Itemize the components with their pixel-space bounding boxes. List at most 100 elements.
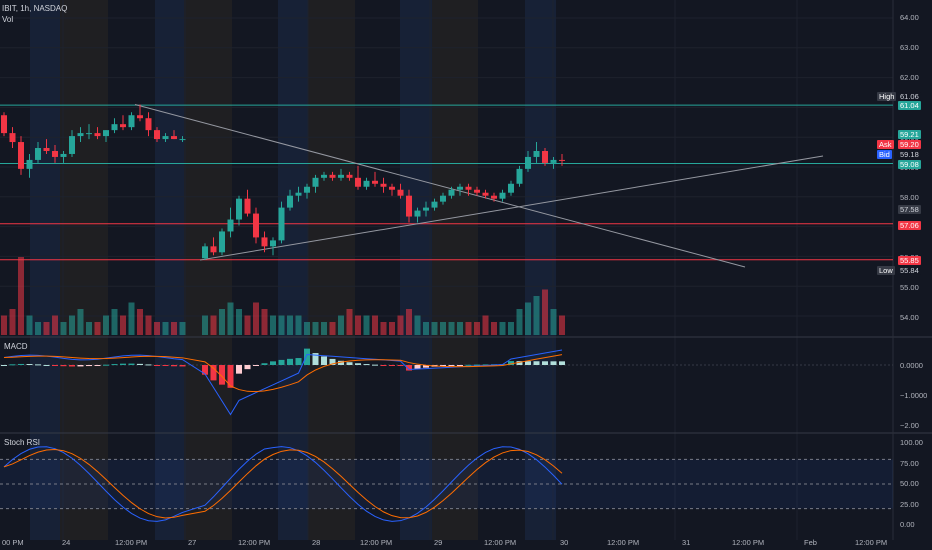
volume-bar [491, 322, 497, 335]
trendline-up [199, 155, 824, 261]
macd-histogram-bar [103, 364, 109, 366]
candle-body [35, 148, 41, 160]
candle-body [1, 115, 7, 134]
candle-body [120, 124, 126, 128]
session-band [308, 0, 355, 540]
macd-histogram-bar [253, 365, 259, 366]
macd-axis-tick: −1.0000 [900, 391, 928, 400]
session-band [155, 0, 184, 540]
volume-bar [43, 322, 50, 335]
candle-body [508, 183, 514, 193]
volume-bar [414, 315, 421, 335]
candle-body [227, 219, 234, 232]
volume-bar [431, 322, 438, 335]
volume-bar [26, 315, 33, 335]
candle-body [329, 174, 336, 178]
time-axis-tick: Feb [804, 538, 817, 547]
macd-histogram-bar [346, 362, 353, 365]
macd-histogram-bar [244, 365, 251, 370]
candle-body [162, 136, 169, 140]
macd-histogram-bar [474, 364, 480, 366]
time-axis-tick: 12:00 PM [732, 538, 765, 547]
volume-bar [171, 322, 177, 335]
macd-histogram-bar [26, 363, 33, 365]
macd-histogram-bar [111, 364, 118, 366]
macd-histogram-bar [389, 365, 395, 366]
volume-bar [18, 257, 24, 335]
volume-bar [474, 322, 480, 335]
candle-body [465, 186, 472, 190]
macd-label: MACD [4, 342, 28, 351]
macd-histogram-bar [338, 360, 344, 365]
macd-histogram-bar [278, 359, 285, 365]
macd-histogram-bar [287, 358, 293, 365]
price-label-value: 61.04 [898, 101, 921, 110]
candle-body [482, 192, 489, 196]
candle-body [372, 180, 378, 184]
macd-histogram-bar [77, 365, 84, 367]
candle-body [103, 130, 109, 137]
candle-body [261, 237, 268, 247]
macd-histogram-bar [397, 365, 404, 366]
volume-bar [465, 322, 472, 335]
candle-body [219, 231, 225, 253]
candle-body [295, 192, 302, 196]
volume-bar [111, 309, 118, 335]
candle-body [278, 207, 285, 241]
macd-axis-tick: −2.00 [900, 421, 919, 430]
price-label-name: Bid [877, 150, 892, 159]
stoch-axis-tick: 0.00 [900, 520, 915, 529]
macd-histogram-bar [550, 361, 557, 365]
candle-body [171, 136, 177, 140]
volume-bar [397, 315, 404, 335]
time-axis-tick: 31 [682, 538, 691, 547]
price-label-value: 61.06 [898, 92, 921, 101]
candle-body [533, 150, 540, 157]
macd-histogram-bar [363, 364, 370, 366]
candle-body [406, 195, 412, 217]
volume-bar [94, 322, 101, 335]
candle-body [253, 213, 259, 238]
volume-bar [52, 315, 58, 335]
volume-bar [329, 322, 336, 335]
macd-histogram-bar [482, 364, 489, 366]
volume-bar [508, 322, 514, 335]
volume-bar [202, 315, 208, 335]
candle-body [491, 195, 497, 199]
signal-line [3, 354, 563, 393]
macd-histogram-bar [355, 363, 361, 365]
candle-body [516, 168, 523, 184]
time-axis-tick: 24 [62, 538, 71, 547]
macd-histogram-bar [423, 365, 429, 368]
volume-bar [278, 315, 285, 335]
macd-histogram-bar [227, 365, 234, 388]
macd-histogram-bar [219, 365, 225, 385]
candle-body [431, 201, 438, 208]
candle-body [499, 192, 506, 199]
volume-bar [338, 315, 344, 335]
candle-body [355, 177, 361, 187]
candle-body [525, 156, 531, 169]
stoch-axis-tick: 100.00 [900, 438, 923, 447]
candle-body [9, 133, 16, 143]
trendline-down [134, 104, 746, 268]
time-axis-tick: 28 [312, 538, 321, 547]
volume-bar [270, 315, 276, 335]
macd-axis-tick: 0.0000 [900, 361, 923, 370]
volume-bar [120, 315, 126, 335]
macd-histogram-bar [202, 365, 208, 375]
macd-histogram-bar [516, 361, 523, 365]
volume-bar [389, 322, 395, 335]
candle-body [43, 148, 50, 151]
candle-body [312, 177, 319, 187]
volume-bar [236, 309, 242, 335]
price-label-value: 57.06 [898, 221, 921, 230]
volume-bar [69, 315, 75, 335]
volume-bar [516, 309, 523, 335]
time-axis-tick: 29 [434, 538, 443, 547]
time-axis-tick: 12:00 PM [607, 538, 640, 547]
time-axis-tick: 30 [560, 538, 569, 547]
candle-body [154, 130, 160, 140]
volume-bar [261, 309, 268, 335]
